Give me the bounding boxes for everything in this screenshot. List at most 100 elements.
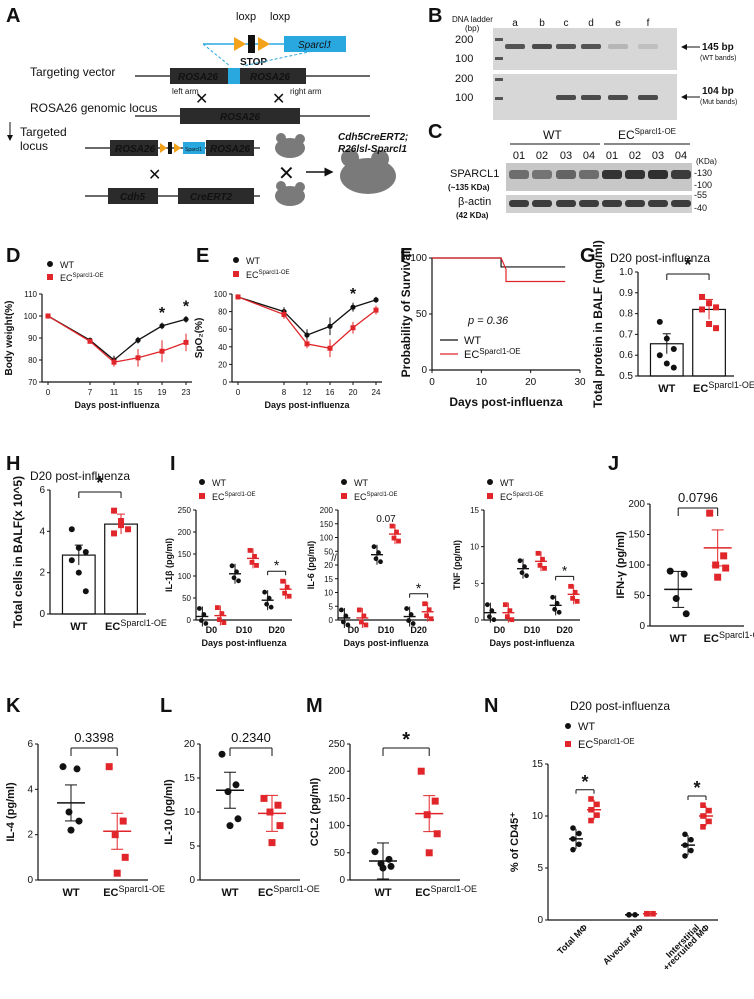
y-tick-label: 2	[39, 568, 45, 579]
legend-wt-marker	[341, 479, 347, 485]
y-tick-label: 50	[324, 547, 333, 556]
data-point-ec	[422, 601, 428, 607]
data-point-wt	[159, 323, 165, 329]
data-point-wt	[345, 622, 351, 628]
y-tick-label: 0	[223, 378, 228, 387]
data-point-wt	[234, 815, 242, 823]
data-point-ec	[426, 607, 432, 613]
genomic-rosa-box	[180, 108, 300, 124]
data-point-wt	[304, 332, 310, 338]
mut-band-label: 104 bp	[702, 86, 734, 97]
mouse-icon-big	[340, 149, 396, 194]
panel-letter-d: D	[6, 245, 20, 267]
data-point-ec	[431, 797, 439, 805]
data-point-wt	[550, 594, 556, 600]
data-point-ec	[700, 824, 706, 830]
data-point-wt	[682, 610, 690, 618]
gel-bands	[495, 38, 658, 100]
data-point-ec	[111, 530, 118, 537]
series-ec-line	[237, 296, 377, 349]
data-point-ec	[282, 590, 288, 596]
actin-band	[671, 200, 691, 207]
blot-ec-sup: Sparcl1-OE	[635, 127, 676, 136]
data-point-wt	[408, 612, 414, 617]
stop-block	[248, 35, 255, 53]
data-point-ec	[714, 573, 722, 581]
legend-text: WT	[578, 721, 595, 733]
legend-ec: ECSparcl1-OE	[212, 492, 256, 502]
data-point-wt	[570, 825, 576, 831]
data-point-ec	[535, 550, 541, 556]
data-point-ec	[700, 802, 706, 808]
sparcl1-box	[284, 36, 346, 52]
data-point-ec	[327, 345, 333, 351]
data-point-wt	[406, 618, 412, 623]
x-cat-ec-text: EC	[693, 383, 708, 395]
genomic-rosa-text: ROSA26	[220, 112, 260, 123]
y-tick-label: 10	[324, 589, 333, 598]
y-tick-label: 0	[39, 609, 45, 620]
significance-star: *	[274, 557, 280, 573]
small-stop	[168, 142, 172, 154]
data-point-ec	[594, 801, 600, 808]
p-value: 0.2340	[231, 730, 271, 745]
y-tick-label: 10	[532, 811, 544, 822]
legend-ec: ECSparcl1-OE	[354, 492, 398, 502]
y-tick-label: 250	[178, 506, 192, 515]
sparcl1-band	[532, 170, 552, 179]
legend-wt: WT	[578, 721, 595, 733]
panel-a-diagram: loxp loxp Sparcl1 STOP Targeting vector …	[7, 11, 408, 206]
y-tick-label: 0	[475, 616, 480, 625]
mut-band-note: (Mut bands)	[700, 99, 737, 106]
y-tick-label: 100	[214, 290, 228, 299]
loxp-label-1: loxp	[236, 11, 256, 23]
series-wt-line	[237, 296, 377, 336]
x-tick-label: D20	[556, 625, 573, 635]
data-point-wt	[373, 297, 379, 303]
data-point-wt	[570, 846, 576, 853]
y-tick-label: 50	[634, 591, 646, 602]
x-cat-ec: ECSparcl1-OE	[103, 884, 165, 899]
data-point-wt	[682, 853, 688, 859]
x-cat-ec-text: EC	[415, 887, 430, 899]
data-point-wt	[340, 619, 346, 625]
data-point-ec	[118, 518, 125, 524]
legend-text: WT	[246, 256, 260, 266]
ladder-bot-200: 200	[455, 73, 473, 85]
sparcl1-band	[579, 170, 599, 179]
data-point-ec	[221, 620, 227, 625]
y-tick-label: 10	[470, 543, 479, 552]
marker-100: -100	[694, 180, 712, 190]
legend-ec: ECSparcl1-OE	[246, 270, 290, 280]
right-arm-label: right arm	[290, 87, 322, 96]
legend-sup: Sparcl1-OE	[367, 492, 398, 498]
data-point-ec	[391, 535, 397, 541]
data-point-ec	[216, 617, 222, 622]
data-point-wt	[201, 612, 207, 617]
mouse-genotype-1: Cdh5CreERT2;	[338, 132, 408, 143]
dash-left	[202, 43, 231, 67]
data-point-wt	[373, 556, 379, 562]
y-tick-label: 100	[320, 534, 334, 543]
legend-wt-marker	[565, 723, 571, 729]
data-point-wt	[183, 316, 189, 322]
blot-lane-label: 01	[606, 150, 618, 162]
dna-ladder-label: DNA ladder	[452, 15, 493, 24]
legend-ec-marker	[47, 274, 53, 280]
cdh5-text: Cdh5	[120, 192, 145, 203]
y-tick-label: 6	[39, 485, 45, 496]
significance-star: *	[581, 772, 588, 792]
data-point-wt	[656, 352, 663, 359]
y-tick-label: 150	[178, 550, 192, 559]
x-cat-ec: ECSparcl1-OE	[105, 618, 167, 633]
data-point-wt	[376, 550, 381, 556]
dash-right	[242, 43, 347, 67]
data-point-ec	[713, 325, 720, 332]
chart-n-macrophage: D20 post-influenza WT ECSparcl1-OE 0 5 10 15 % …	[509, 699, 718, 973]
data-point-wt	[632, 912, 638, 918]
data-point-wt	[67, 826, 75, 834]
data-point-ec	[358, 619, 364, 625]
x-tick-label: D10	[236, 625, 253, 635]
targeted-locus-label-1: Targeted	[20, 125, 67, 139]
